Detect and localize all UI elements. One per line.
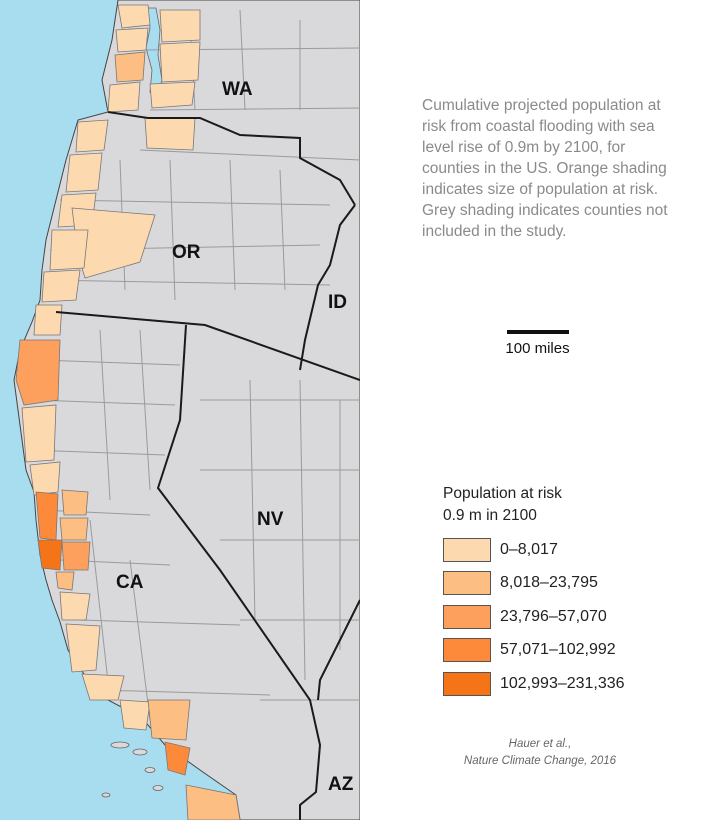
legend-title-line2: 0.9 m in 2100 [443,507,537,524]
county-borders [29,9,360,721]
legend-label: 23,796–57,070 [500,607,607,625]
county-marin [35,491,59,541]
county-los-angeles [164,741,191,776]
legend-label: 8,018–23,795 [500,574,598,592]
legend-item: 57,071–102,992 [443,634,673,668]
credit-journal: Nature Climate Change, 2016 [463,755,617,767]
county-ventura [147,699,191,741]
source-credit: Hauer et al., Nature Climate Change, 201… [430,736,650,770]
legend-item: 8,018–23,795 [443,567,673,601]
info-panel: Cumulative projected population at risk … [360,0,720,820]
map-panel: WA OR ID NV CA AZ [0,0,360,820]
legend-item: 23,796–57,070 [443,600,673,634]
coastal-counties [15,4,241,820]
county-san-francisco [37,539,63,571]
wa-or-border [107,111,356,206]
nv-az-border [317,599,360,701]
county-alameda [61,541,91,571]
state-borders [55,111,360,820]
scale-bar-group: 100 miles [500,330,575,357]
state-label-az: AZ [328,774,354,795]
county-sonoma [29,461,61,496]
county-pacific [107,81,141,113]
county-monterey [65,623,101,673]
scale-bar [506,330,569,334]
legend-items: 0–8,017 8,018–23,795 23,796–57,070 57,07… [443,533,673,701]
county-mendocino [21,404,57,463]
scale-label: 100 miles [505,340,570,357]
or-id-border [299,204,356,371]
state-label-id: ID [328,292,347,313]
county-douglas-or [49,229,89,271]
county-cowlitz [144,117,196,151]
county-coos [41,269,81,303]
county-king [159,41,201,83]
county-pierce [149,81,196,109]
state-label-or: OR [172,242,201,263]
county-del-norte [33,304,63,336]
county-santa-barbara [119,699,151,731]
county-san-luis-obispo [81,673,125,701]
coastal-flood-risk-map: WA OR ID NV CA AZ [13,0,360,820]
county-santa-cruz [59,591,91,621]
county-jefferson-wa [115,27,149,53]
legend-swatch [443,671,491,696]
or-ca-border [55,311,360,381]
legend-item: 0–8,017 [443,533,673,567]
legend-swatch [443,571,491,596]
legend-label: 0–8,017 [500,540,558,558]
legend-label: 102,993–231,336 [500,674,625,692]
legend-label: 57,071–102,992 [500,641,616,659]
ca-nv-border [156,324,322,820]
credit-authors: Hauer et al., [508,738,572,750]
county-contra-costa [59,517,89,541]
legend-title-line1: Population at risk [443,485,562,502]
state-label-wa: WA [222,79,253,100]
county-grays-harbor [114,51,146,83]
county-humboldt [15,339,61,406]
county-clatsop [75,119,109,153]
legend-swatch [443,638,491,663]
map-caption: Cumulative projected population at risk … [422,97,668,240]
legend-swatch [443,537,491,562]
legend-item: 102,993–231,336 [443,667,673,701]
legend-swatch [443,604,491,629]
legend: Population at risk 0.9 m in 2100 0–8,017… [443,483,673,701]
state-label-nv: NV [257,509,284,530]
county-clallam [117,4,151,29]
channel-islands [101,741,164,798]
county-orange-san-diego [185,784,241,820]
county-santa-clara [55,571,75,591]
county-snohomish [159,9,201,43]
county-napa [61,489,89,516]
county-tillamook [65,152,103,193]
state-label-ca: CA [116,572,144,593]
